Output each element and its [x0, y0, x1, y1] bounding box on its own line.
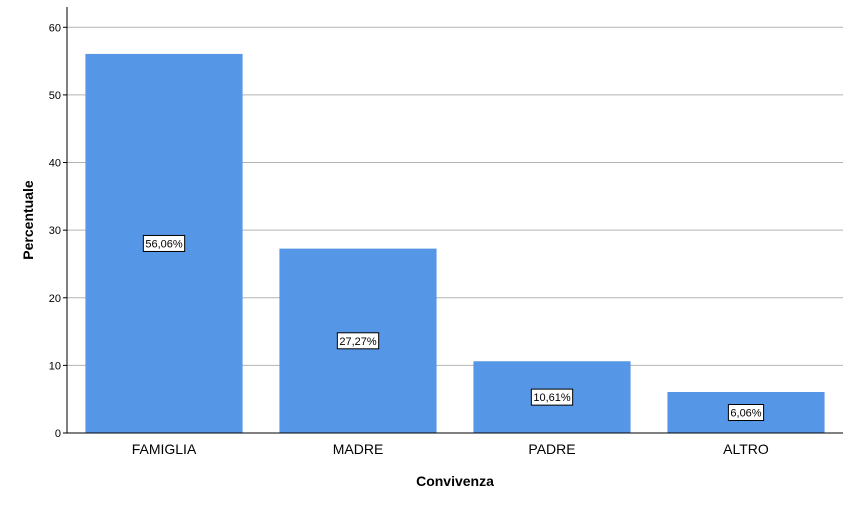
data-label-box: [336, 332, 380, 350]
x-tick-label: ALTRO: [723, 441, 769, 457]
y-tick-label: 20: [49, 293, 61, 305]
data-label: 10,61%: [530, 388, 574, 406]
axes: [66, 7, 843, 434]
y-tick-label: 30: [49, 225, 61, 237]
data-label: 56,06%: [142, 234, 186, 252]
bars: [85, 53, 825, 434]
x-tick-labels: FAMIGLIA MADRE PADRE ALTRO: [132, 441, 769, 457]
data-label-box: [727, 404, 765, 422]
y-tick-label: 40: [49, 158, 61, 170]
data-labels: 56,06% 27,27% 10,61% 6,06%: [142, 234, 765, 422]
y-axis-label: Percentuale: [20, 180, 36, 260]
data-label-box: [142, 234, 186, 252]
data-label-text: 10,61%: [533, 392, 571, 404]
x-tick-label: PADRE: [528, 441, 575, 457]
data-label-text: 27,27%: [339, 336, 377, 348]
y-tick-label: 60: [49, 22, 61, 34]
data-label: 6,06%: [727, 404, 765, 422]
data-label-text: 6,06%: [730, 408, 761, 420]
y-tick-label: 50: [49, 90, 61, 102]
y-tick-label: 10: [49, 360, 61, 372]
data-label-text: 56,06%: [145, 238, 183, 250]
y-tick-label: 0: [55, 428, 61, 440]
data-label-box: [530, 388, 574, 406]
y-tick-labels: 0 10 20 30 40 50 60: [49, 22, 67, 440]
x-tick-label: FAMIGLIA: [132, 441, 197, 457]
x-axis-label: Convivenza: [416, 473, 494, 489]
x-tick-label: MADRE: [333, 441, 384, 457]
data-label: 27,27%: [336, 332, 380, 350]
